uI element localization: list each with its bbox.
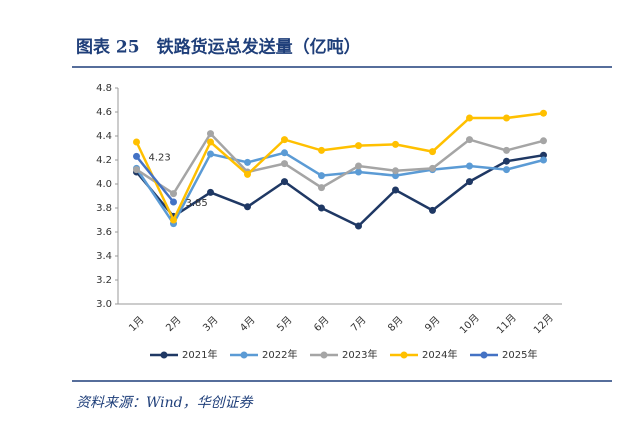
point [281,136,288,144]
point [392,167,399,175]
x-tick-label: 7月 [348,314,368,334]
x-tick-label: 2月 [163,314,183,334]
y-tick-label: 3.6 [96,227,112,238]
point [503,114,510,122]
point [466,162,473,170]
point [244,158,251,166]
data-label: 4.23 [149,152,171,163]
point [207,138,214,146]
point [170,198,177,206]
point [318,172,325,180]
point [466,136,473,144]
x-tick-label: 5月 [274,314,294,334]
x-tick-label: 8月 [385,314,405,334]
legend-label: 2022年 [262,348,297,361]
point [392,172,399,180]
point [355,142,362,150]
series-line [135,151,544,227]
point [244,203,251,211]
series-line [135,153,544,228]
source: 资料来源：Wind，华创证券 [76,395,254,411]
point [318,146,325,154]
point [503,146,510,154]
point [318,204,325,212]
x-tick-label: 1月 [126,314,146,334]
point [503,157,510,165]
x-tick-label: 9月 [422,314,442,334]
point [429,164,436,172]
point [503,166,510,174]
y-tick-label: 4.6 [96,107,112,118]
x-tick-label: 4月 [237,314,257,334]
point [540,156,547,164]
point [318,184,325,192]
x-tick-label: 12月 [531,312,556,337]
point [207,130,214,138]
point [466,114,473,122]
point [355,222,362,230]
point [170,190,177,198]
y-tick-label: 3.0 [96,299,112,310]
point [540,109,547,117]
legend-marker [160,351,168,359]
y-tick-label: 4.8 [96,83,112,94]
point [429,148,436,156]
legend-marker [320,351,328,359]
legend-label: 2023年 [342,348,377,361]
point [281,178,288,186]
legend-marker [240,351,248,359]
series-line [135,155,175,203]
point [170,216,177,224]
point [133,166,140,174]
point [466,178,473,186]
y-tick-label: 4.4 [96,131,112,142]
x-tick-label: 3月 [200,314,220,334]
legend-label: 2025年 [502,348,537,361]
point [281,149,288,157]
legend-marker [400,351,408,359]
y-tick-label: 4.0 [96,179,112,190]
point [207,188,214,196]
legend-label: 2021年 [182,348,217,361]
point [355,168,362,176]
legend-label: 2024年 [422,348,457,361]
point [392,140,399,148]
point [133,152,140,160]
data-label: 3.85 [186,198,208,209]
point [429,206,436,214]
x-tick-label: 6月 [311,314,331,334]
y-tick-label: 4.2 [96,155,112,166]
point [244,170,251,178]
y-tick-label: 3.4 [96,251,112,262]
y-tick-label: 3.2 [96,275,112,286]
series-line [135,111,544,223]
point [207,150,214,158]
point [133,138,140,146]
point [392,186,399,194]
point [540,137,547,145]
point [355,162,362,170]
title: 图表 25 铁路货运总发送量（亿吨） [76,37,361,58]
point [281,160,288,168]
point [540,151,547,159]
y-tick-label: 3.8 [96,203,112,214]
legend-marker [480,351,488,359]
x-tick-label: 11月 [494,312,519,337]
series-line [135,131,544,196]
x-tick-label: 10月 [457,312,482,337]
